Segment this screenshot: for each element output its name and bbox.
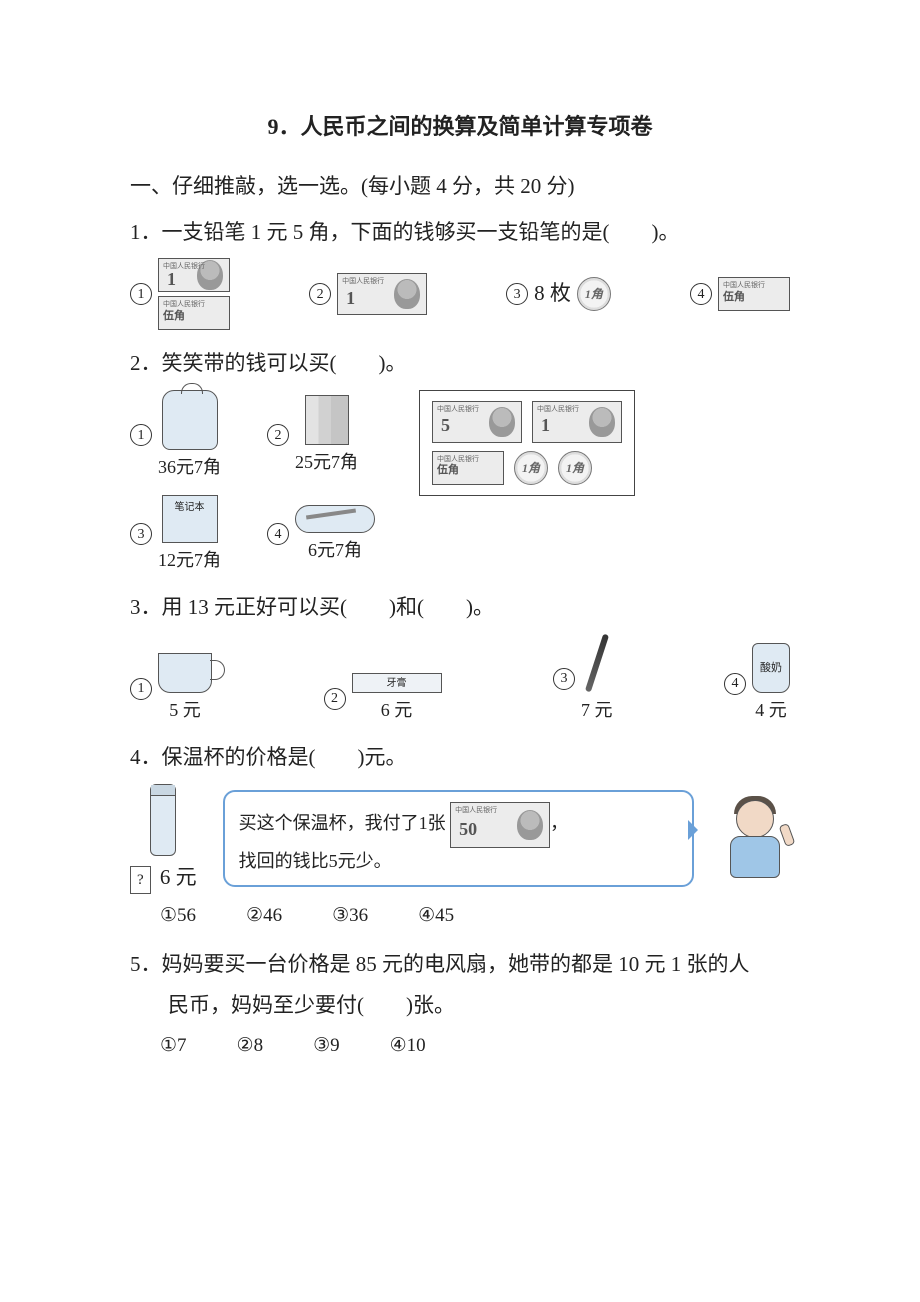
price-label: 12元7角 (158, 547, 221, 574)
speech-bubble: 买这个保温杯，我付了1张 中国人民银行50 ， 找回的钱比5元少。 (223, 790, 694, 887)
num-circle: 4 (267, 523, 289, 545)
price-label: 6 元 (381, 697, 413, 724)
price-label: 25元7角 (295, 449, 358, 476)
backpack-icon (162, 390, 218, 450)
q2-opt1: 1 36元7角 (130, 390, 221, 481)
q4-opt3: ③36 (332, 902, 368, 931)
q1-opt1: 1 中国人民银行 1 中国人民银行 伍角 (130, 258, 230, 330)
thermos-icon (150, 784, 176, 856)
q4-opt2: ②46 (246, 902, 282, 931)
thermos-block: ? 6 元 (130, 784, 197, 895)
q4-opt4: ④45 (418, 902, 454, 931)
num-circle: 2 (267, 424, 289, 446)
page-title: 9．人民币之间的换算及简单计算专项卷 (130, 110, 790, 143)
q2-opt4: 4 6元7角 (267, 495, 375, 574)
q5-line2: 民币，妈妈至少要付( )张。 (168, 990, 790, 1022)
q2-opt2: 2 25元7角 (267, 390, 375, 481)
banknote-wujiao: 中国人民银行 伍角 (158, 296, 230, 330)
banknote-5yuan: 中国人民银行5 (432, 401, 522, 443)
books-icon (305, 395, 349, 445)
price-label: 36元7角 (158, 454, 221, 481)
banknote-1yuan: 中国人民银行 1 (158, 258, 230, 292)
boy-icon (720, 794, 790, 884)
yogurt-icon: 酸奶 (752, 643, 790, 693)
q1-opt3: 3 8 枚 1角 (506, 277, 611, 311)
q3-opt4: 4 酸奶 4 元 (724, 643, 790, 724)
price-label: 5 元 (169, 697, 201, 724)
question-4: 4．保温杯的价格是( )元。 ? 6 元 买这个保温杯，我付了1张 中国人民银行… (130, 742, 790, 931)
q4-text: 4．保温杯的价格是( )元。 (130, 742, 790, 774)
price-label: 7 元 (581, 697, 613, 724)
q3-opt3: 3 7 元 (553, 633, 613, 724)
q1-opt3-text: 8 枚 (534, 278, 571, 310)
unknown-box: ? (130, 866, 151, 895)
q1-opt2: 2 中国人民银行 1 (309, 273, 427, 315)
toothpaste-icon: 牙膏 (352, 673, 442, 693)
pencilcase-icon (295, 505, 375, 533)
q3-opt2: 2 牙膏 6 元 (324, 673, 442, 724)
num-circle: 1 (130, 283, 152, 305)
price-suffix: 6 元 (160, 865, 197, 889)
q4-options: ①56 ②46 ③36 ④45 (160, 902, 790, 931)
q3-text: 3．用 13 元正好可以买( )和( )。 (130, 592, 790, 624)
q5-opt1: ①7 (160, 1032, 187, 1061)
banknote-50yuan: 中国人民银行50 (450, 802, 550, 848)
q5-opt4: ④10 (390, 1032, 426, 1061)
bubble-line2: 找回的钱比5元少。 (239, 848, 569, 875)
num-circle: 3 (553, 668, 575, 690)
num-circle: 1 (130, 678, 152, 700)
num-circle: 3 (506, 283, 528, 305)
money-box: 中国人民银行5 中国人民银行1 中国人民银行伍角 1角 1角 (419, 390, 635, 496)
notebook-icon: 笔记本 (162, 495, 218, 543)
q1-opt4: 4 中国人民银行 伍角 (690, 277, 790, 311)
num-circle: 2 (309, 283, 331, 305)
q4-opt1: ①56 (160, 902, 196, 931)
question-1: 1．一支铅笔 1 元 5 角，下面的钱够买一支铅笔的是( )。 1 中国人民银行… (130, 217, 790, 331)
q1-text: 1．一支铅笔 1 元 5 角，下面的钱够买一支铅笔的是( )。 (130, 217, 790, 249)
banknote-1yuan: 中国人民银行1 (532, 401, 622, 443)
q2-text: 2．笑笑带的钱可以买( )。 (130, 348, 790, 380)
q3-opt1: 1 5 元 (130, 653, 212, 724)
q5-opt2: ②8 (237, 1032, 264, 1061)
coin-1jiao: 1角 (514, 451, 548, 485)
bubble-line1: 买这个保温杯，我付了1张 (239, 813, 446, 833)
q5-opt3: ③9 (313, 1032, 340, 1061)
num-circle: 4 (690, 283, 712, 305)
banknote-1yuan: 中国人民银行 1 (337, 273, 427, 315)
coin-1jiao: 1角 (577, 277, 611, 311)
q2-opt3: 3 笔记本 12元7角 (130, 495, 221, 574)
price-label: 6元7角 (308, 537, 362, 564)
cup-icon (158, 653, 212, 693)
question-2: 2．笑笑带的钱可以买( )。 1 36元7角 2 25元7角 3 笔记 (130, 348, 790, 574)
q5-line1: 5．妈妈要买一台价格是 85 元的电风扇，她带的都是 10 元 1 张的人 (130, 949, 790, 981)
question-5: 5．妈妈要买一台价格是 85 元的电风扇，她带的都是 10 元 1 张的人 民币… (130, 949, 790, 1061)
price-label: 4 元 (755, 697, 787, 724)
num-circle: 2 (324, 688, 346, 710)
question-3: 3．用 13 元正好可以买( )和( )。 1 5 元 2 牙膏 6 元 3 7 … (130, 592, 790, 725)
coin-1jiao: 1角 (558, 451, 592, 485)
banknote-wujiao: 中国人民银行 伍角 (718, 277, 790, 311)
banknote-wujiao: 中国人民银行伍角 (432, 451, 504, 485)
q5-options: ①7 ②8 ③9 ④10 (160, 1032, 790, 1061)
pen-icon (594, 633, 600, 693)
num-circle: 4 (724, 673, 746, 695)
section-heading: 一、仔细推敲，选一选。(每小题 4 分，共 20 分) (130, 171, 790, 203)
num-circle: 1 (130, 424, 152, 446)
num-circle: 3 (130, 523, 152, 545)
